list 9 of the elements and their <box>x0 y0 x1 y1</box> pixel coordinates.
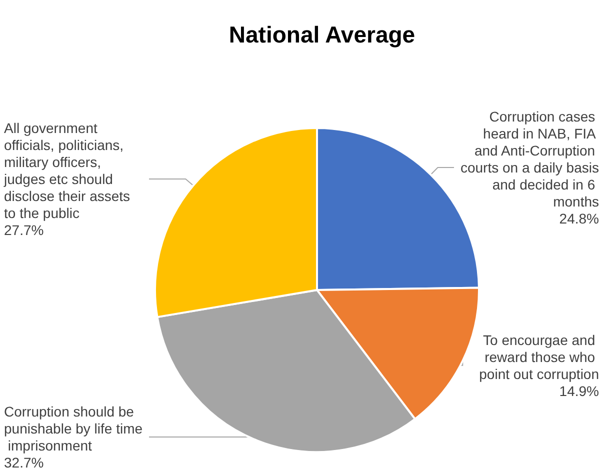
chart-title: National Average <box>228 22 416 48</box>
slice-label: Corruption cases heard in NAB, FIA and Anti-Corruption courts on a daily basis and decided in 6 months <box>460 108 599 210</box>
slice-label: Corruption should be punishable by life time imprisonment <box>4 404 143 454</box>
slice-label: To encourgae and reward those who point out corruption <box>479 332 599 382</box>
data-label: 24.8% <box>559 210 599 227</box>
slice-label: All government officials, politicians, military officers, judges etc should disclose their assets to the public <box>3 120 134 222</box>
data-label: 14.9% <box>559 382 599 399</box>
data-label: 32.7% <box>4 454 44 470</box>
data-label: 27.7% <box>4 222 44 238</box>
